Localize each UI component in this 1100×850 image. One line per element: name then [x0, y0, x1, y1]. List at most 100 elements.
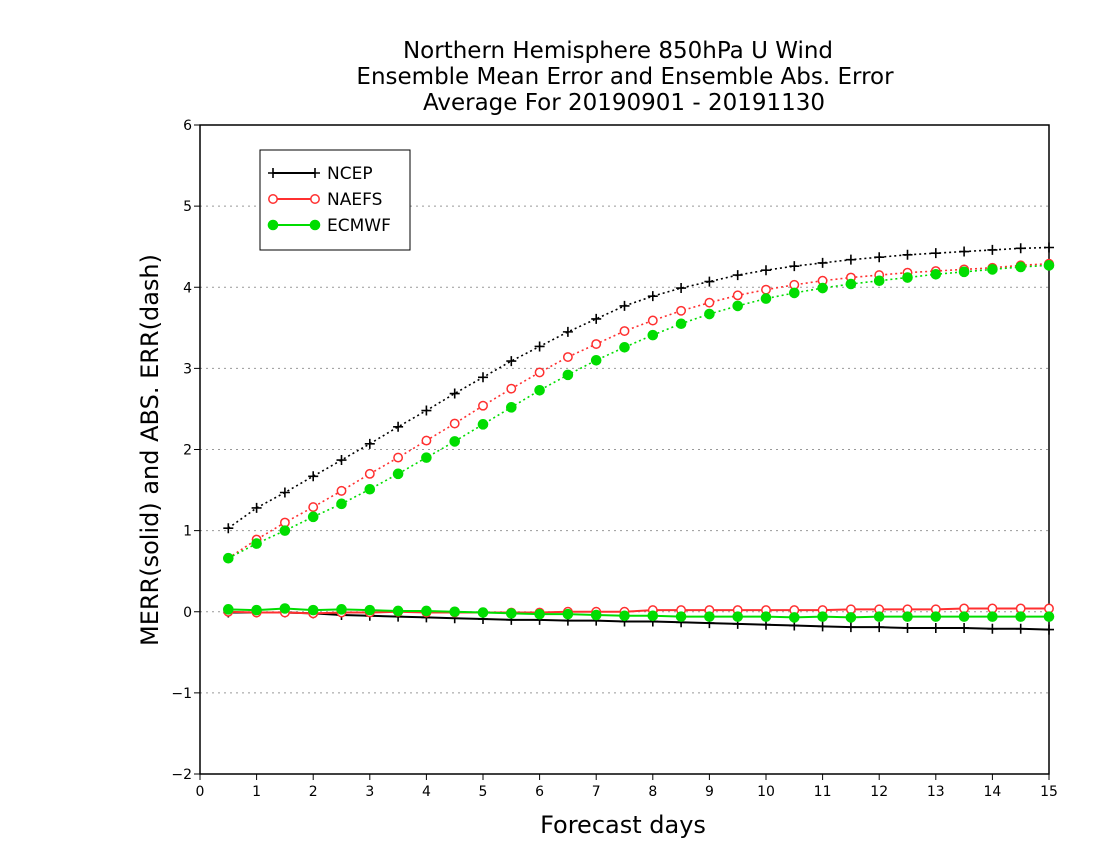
legend: NCEP NAEFS ECMWF	[259, 149, 411, 251]
series-ecmwf-abs-err-point	[477, 419, 489, 430]
series-ncep-abs-err-point	[562, 326, 573, 337]
series-ecmwf-abs-err-point	[279, 525, 291, 536]
series-ecmwf-abs-err-point	[392, 468, 404, 480]
series-naefs-abs-err-point	[393, 452, 404, 463]
series-ecmwf-mean-err-point	[364, 604, 376, 616]
series-ncep-abs-err-point	[478, 372, 488, 383]
x-tick-label: 10	[757, 784, 775, 800]
series-ncep-abs-err-point	[449, 388, 460, 399]
series-ecmwf-abs-err-point	[845, 278, 857, 290]
series-ncep-abs-err-point	[364, 438, 375, 449]
series-naefs-abs-err-point	[647, 315, 658, 326]
series-ecmwf-abs-err-point	[647, 329, 659, 341]
series-ecmwf-abs-err-point	[987, 264, 998, 275]
series-ncep-abs-err-point	[251, 502, 262, 513]
series-ecmwf-abs-err-point	[760, 293, 772, 304]
series-ncep-mean-err-point	[902, 622, 913, 633]
series-ncep-abs-err-point	[817, 257, 828, 268]
legend-item-ncep: NCEP	[268, 164, 373, 184]
y-tick-label: 2	[183, 443, 192, 459]
x-tick-label: 13	[927, 784, 945, 800]
y-tick-label: 5	[183, 199, 192, 215]
series-ecmwf-mean-err-point	[421, 605, 432, 617]
legend-label: ECMWF	[327, 216, 391, 236]
series-ncep-abs-err-point	[393, 421, 404, 432]
series-ecmwf-abs-err-point	[223, 552, 234, 564]
chart-title: Northern Hemisphere 850hPa U Wind Ensemb…	[356, 38, 894, 116]
series-ecmwf-abs-err-point	[619, 341, 630, 353]
series-ncep-abs-err-point	[619, 300, 630, 311]
y-tick-label: 3	[183, 361, 192, 377]
series-ncep-mean-err-point	[1044, 624, 1054, 635]
series-ecmwf-abs-err-point	[307, 511, 319, 523]
series-ecmwf-mean-err-point	[1015, 611, 1027, 622]
series-ecmwf-abs-err-point	[902, 272, 913, 283]
series-ecmwf-abs-err-point	[930, 268, 942, 280]
x-tick-label: 14	[983, 784, 1001, 800]
x-tick-label: 1	[252, 784, 261, 800]
series-ncep-abs-err-point	[279, 487, 290, 498]
series-ecmwf-mean-err-point	[336, 604, 347, 615]
series-ncep-abs-err-point	[421, 405, 432, 416]
x-tick-label: 0	[196, 784, 205, 800]
series-ecmwf-mean-err-point	[873, 611, 885, 622]
series-ncep	[223, 242, 1054, 635]
series-ecmwf-abs-err-point	[817, 282, 828, 294]
series-ecmwf-abs-err-point	[1015, 261, 1027, 273]
legend-item-ecmwf: ECMWF	[267, 216, 391, 236]
series-layer	[223, 242, 1055, 635]
series-ecmwf-mean-err-point	[449, 606, 461, 618]
series-ncep-abs-err-point	[732, 270, 743, 281]
series-ecmwf-mean-err-point	[1043, 611, 1055, 622]
series-naefs-abs-err-point	[761, 284, 771, 295]
series-ecmwf-mean-err-point	[817, 611, 828, 622]
series-ecmwf-abs-err-point	[704, 308, 715, 320]
series-ecmwf-abs-err-point	[675, 318, 687, 330]
series-ecmwf-mean-err-point	[534, 608, 545, 620]
series-ecmwf-abs-err-point	[1043, 260, 1055, 271]
series-naefs-abs-err-point	[364, 468, 375, 479]
series-ecmwf-abs-err-point	[506, 402, 517, 413]
legend-label: NAEFS	[327, 190, 382, 210]
series-ncep-abs-err-point	[987, 244, 998, 255]
legend-marker	[268, 194, 278, 204]
y-tick-label: 6	[183, 118, 192, 134]
series-ecmwf-mean-err-point	[562, 608, 574, 620]
series-naefs-abs-err-point	[308, 502, 319, 513]
series-naefs-abs-err-point	[421, 435, 432, 446]
series-ecmwf-mean-err-point	[477, 607, 489, 618]
x-tick-label: 3	[365, 784, 374, 800]
series-ncep-mean-err-point	[959, 622, 970, 633]
series-ncep-abs-err-point	[761, 265, 771, 276]
x-tick-label: 8	[648, 784, 657, 800]
legend-item-naefs: NAEFS	[268, 190, 382, 210]
series-ecmwf-abs-err-point	[534, 384, 545, 396]
series-ncep-abs-err-point	[308, 471, 319, 482]
series-naefs-abs-err-point	[506, 383, 517, 394]
series-ncep-abs-err-point	[845, 254, 856, 265]
series-ecmwf-abs-err-point	[364, 483, 376, 495]
x-tick-label: 9	[705, 784, 714, 800]
series-ncep-abs-err-point	[506, 356, 517, 367]
series-ecmwf-mean-err-point	[704, 611, 715, 622]
series-naefs	[223, 258, 1054, 619]
series-ecmwf-mean-err-point	[958, 611, 970, 622]
series-ecmwf-mean-err-point	[506, 608, 517, 619]
series-naefs-abs-err-point	[534, 367, 545, 378]
series-ecmwf	[223, 260, 1055, 623]
series-ecmwf-mean-err-point	[732, 611, 744, 622]
series-ecmwf-mean-err-point	[647, 610, 659, 622]
series-naefs-abs-err-point	[336, 485, 347, 496]
series-ecmwf-mean-err-point	[619, 610, 630, 622]
y-tick-label: 4	[183, 280, 192, 296]
y-tick-label: −1	[171, 686, 192, 702]
legend-marker	[268, 168, 278, 178]
series-naefs-abs-err-point	[478, 400, 488, 411]
legend-marker	[310, 194, 320, 204]
series-ncep-abs-err-point	[534, 341, 545, 352]
series-ncep-abs-err-point	[1015, 243, 1026, 254]
series-ecmwf-abs-err-point	[449, 436, 461, 447]
series-ecmwf-abs-err-point	[958, 266, 970, 278]
x-tick-label: 6	[535, 784, 544, 800]
series-ecmwf-mean-err-point	[845, 612, 857, 623]
